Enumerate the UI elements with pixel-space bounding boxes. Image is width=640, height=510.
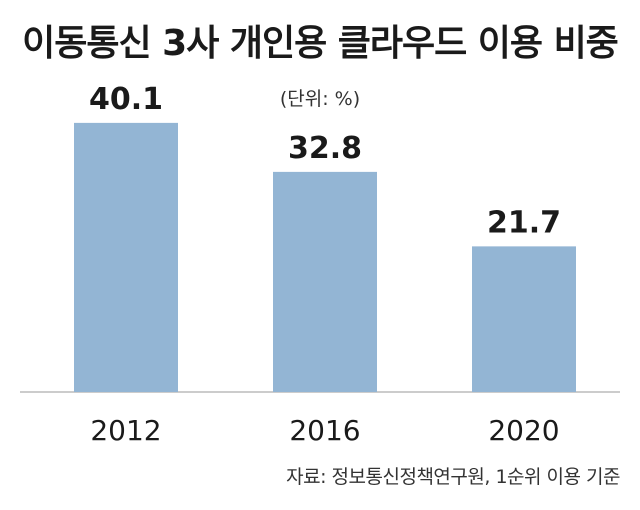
value-label-2016: 32.8 [288, 131, 362, 166]
bar-2020 [472, 246, 576, 392]
x-tick-2016: 2016 [289, 414, 360, 447]
unit-label: (단위: %) [279, 88, 361, 110]
bar-2012 [74, 122, 178, 392]
bar-2016 [273, 171, 377, 392]
source-note: 자료: 정보통신정책연구원, 1순위 이용 기준 [286, 466, 620, 488]
value-label-2020: 21.7 [487, 205, 561, 240]
chart-title: 이동통신 3사 개인용 클라우드 이용 비중 [22, 23, 619, 64]
x-tick-2020: 2020 [488, 414, 559, 447]
value-label-2012: 40.1 [89, 82, 163, 117]
x-tick-2012: 2012 [90, 414, 161, 447]
